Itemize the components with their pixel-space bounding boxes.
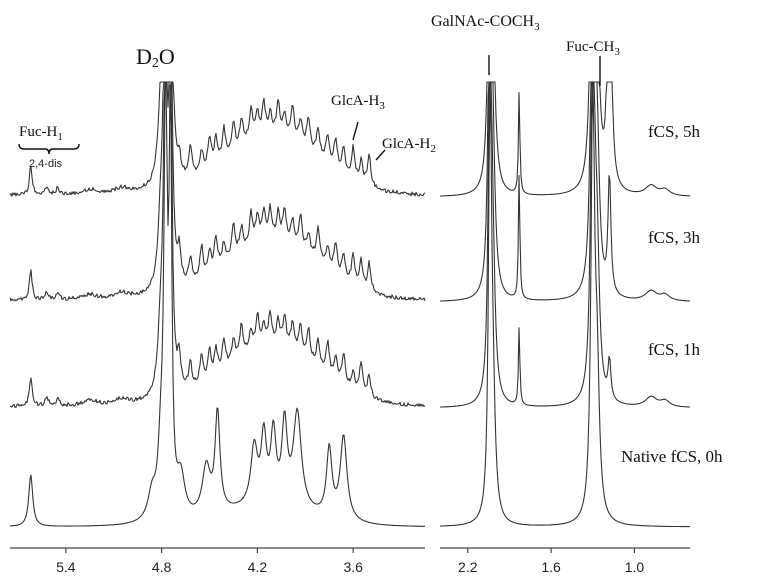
series-label-fcs-5h: fCS, 5h	[648, 122, 700, 141]
spectrum-right-3	[439, 81, 690, 408]
series-label-native-fcs-0h: Native fCS, 0h	[621, 447, 723, 466]
annotation-group: Fuc-H1 2,4-dis D2O GlcA-H3 GlcA-H2 GalNA…	[18, 13, 723, 466]
x-tick-label: 5.4	[56, 559, 76, 575]
spectrum-right-4	[439, 81, 690, 528]
annotation-fuc-h1: Fuc-H1	[19, 124, 63, 143]
series-label-fcs-3h: fCS, 3h	[648, 228, 700, 247]
glca-h2-leader	[375, 149, 386, 161]
x-axis: 5.4 4.8 4.2 3.6 2.2 1.6 1.0	[10, 547, 690, 575]
annotation-glca-h2: GlcA-H2	[382, 136, 436, 155]
spectrum-right-2	[440, 81, 691, 302]
spectrum-left-4	[9, 81, 425, 527]
x-tick-label: 1.6	[541, 559, 561, 575]
x-tick-label: 3.6	[343, 559, 363, 575]
x-tick-label: 4.2	[248, 559, 268, 575]
annotation-glca-h3: GlcA-H3	[331, 93, 385, 112]
spectrum-right-1	[440, 81, 691, 197]
x-tick-label: 1.0	[625, 559, 645, 575]
x-tick-label: 2.2	[458, 559, 478, 575]
spectrum-left-2	[9, 81, 426, 302]
spectrum-left-3	[9, 81, 426, 408]
annotation-galnac-coch3: GalNAc-COCH3	[431, 13, 540, 33]
fuc-h1-brace	[18, 143, 80, 155]
annotation-fuc-ch3: Fuc-CH3	[566, 39, 620, 58]
spectrum-left-1	[9, 81, 426, 197]
glca-h3-leader	[352, 121, 359, 141]
annotation-2-4-dis: 2,4-dis	[29, 158, 63, 170]
x-tick-label: 4.8	[152, 559, 172, 575]
spectra-group	[9, 81, 691, 528]
series-label-fcs-1h: fCS, 1h	[648, 340, 700, 359]
annotation-d2o: D2O	[136, 44, 175, 71]
